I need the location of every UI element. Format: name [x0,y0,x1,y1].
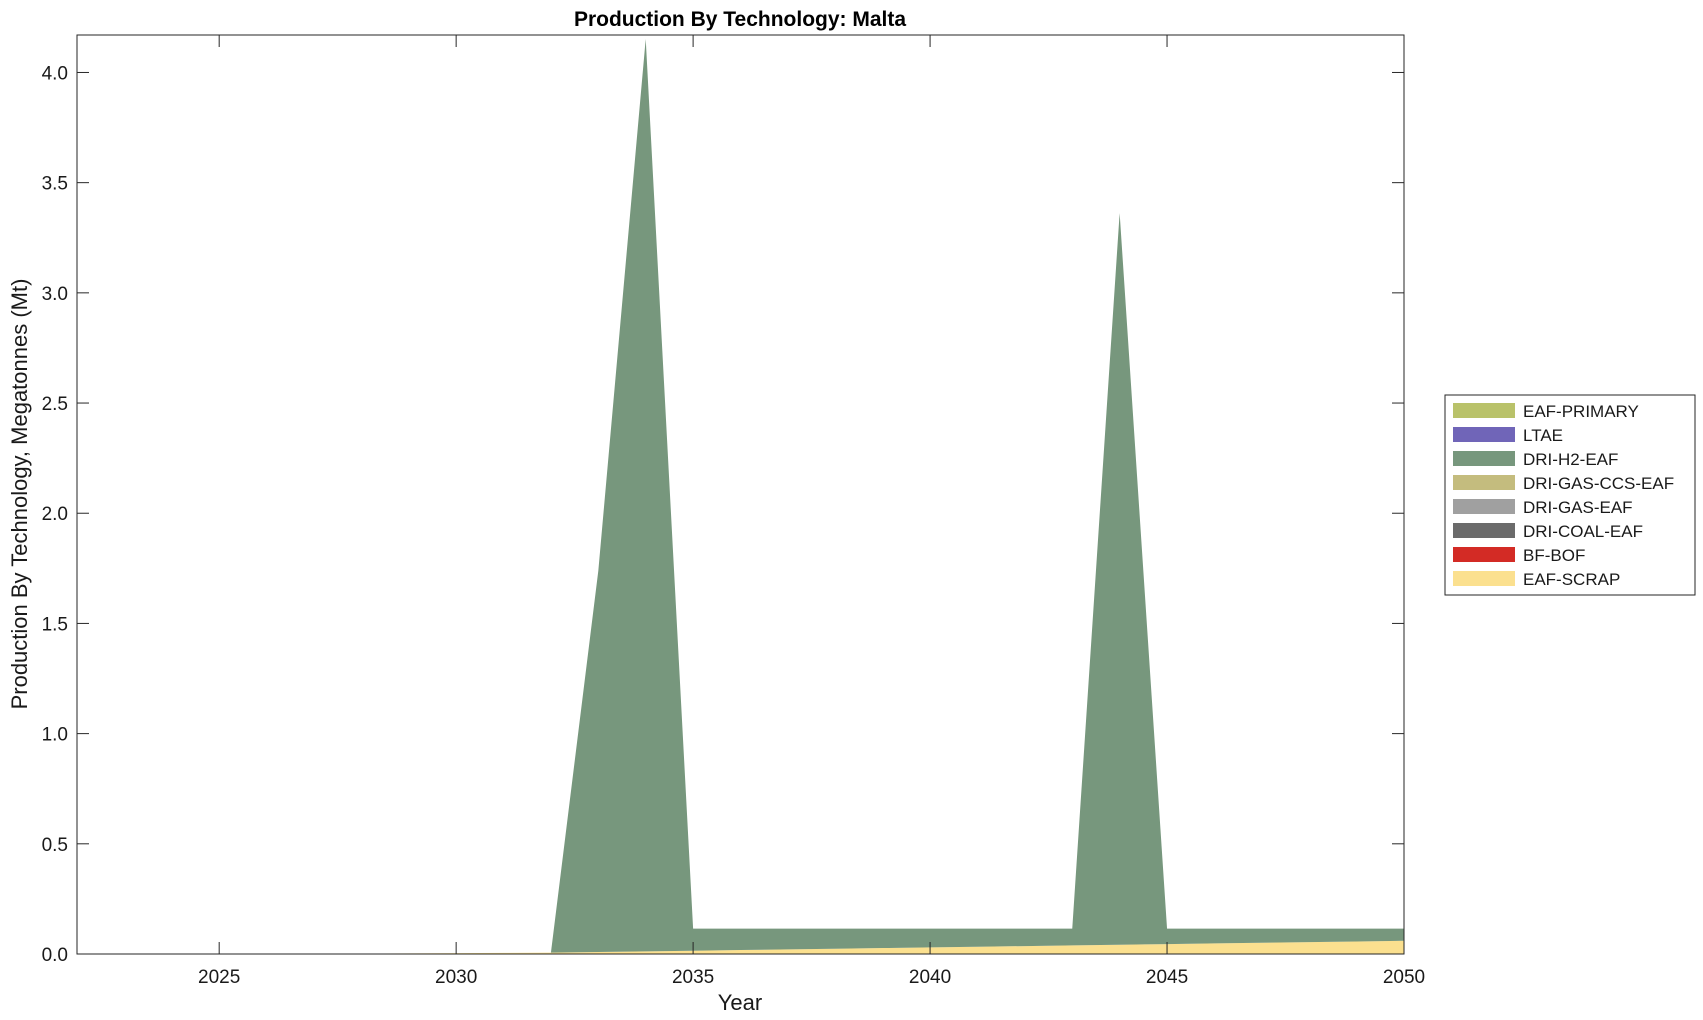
legend-swatch-dri-h2-eaf [1453,451,1515,466]
legend-swatch-bf-bof [1453,547,1515,562]
legend-label-dri-gas-eaf: DRI-GAS-EAF [1523,498,1633,517]
legend-label-dri-gas-ccs-eaf: DRI-GAS-CCS-EAF [1523,474,1674,493]
x-tick-label: 2045 [1146,967,1188,988]
y-tick-label: 1.5 [42,614,68,635]
x-tick-label: 2040 [909,967,951,988]
x-tick-label: 2035 [672,967,714,988]
legend-swatch-dri-gas-eaf [1453,499,1515,514]
x-tick-label: 2025 [198,967,240,988]
x-tick-label: 2030 [435,967,477,988]
legend-label-dri-h2-eaf: DRI-H2-EAF [1523,450,1618,469]
legend-swatch-ltae [1453,427,1515,442]
y-tick-label: 3.0 [42,284,68,305]
legend-label-dri-coal-eaf: DRI-COAL-EAF [1523,522,1643,541]
legend-swatch-eaf-scrap [1453,571,1515,586]
x-axis-title: Year [718,990,762,1015]
axis-ticks: 2025 2030 2035 2040 2045 2050 0.0 0.5 1.0 1.5 2.0 2… [42,35,1425,988]
legend-label-bf-bof: BF-BOF [1523,546,1585,565]
legend-label-eaf-primary: EAF-PRIMARY [1523,402,1639,421]
area-layers [77,38,1404,955]
y-tick-label: 1.0 [42,725,68,746]
legend-swatch-dri-gas-ccs-eaf [1453,475,1515,490]
x-tick-label: 2050 [1383,967,1425,988]
y-tick-label: 0.0 [42,945,68,966]
legend-box [1444,394,1696,596]
plot-frame [76,34,1405,955]
y-tick-label: 2.5 [42,394,68,415]
legend-label-ltae: LTAE [1523,426,1563,445]
legend-label-eaf-scrap: EAF-SCRAP [1523,570,1620,589]
legend-swatch-dri-coal-eaf [1453,523,1515,538]
legend: EAF-PRIMARY LTAE DRI-H2-EAF DRI-GAS-CCS-EAF… [1444,394,1696,596]
chart-title: Production By Technology: Malta [574,8,906,31]
y-tick-label: 2.0 [42,504,68,525]
area-eaf-scrap [77,940,1404,954]
y-tick-label: 0.5 [42,835,68,856]
plot-background [77,35,1404,954]
y-tick-label: 4.0 [42,63,68,84]
legend-swatch-eaf-primary [1453,403,1515,418]
y-axis-title: Production By Technology, Megatonnes (Mt… [7,279,32,710]
y-tick-label: 3.5 [42,174,68,195]
